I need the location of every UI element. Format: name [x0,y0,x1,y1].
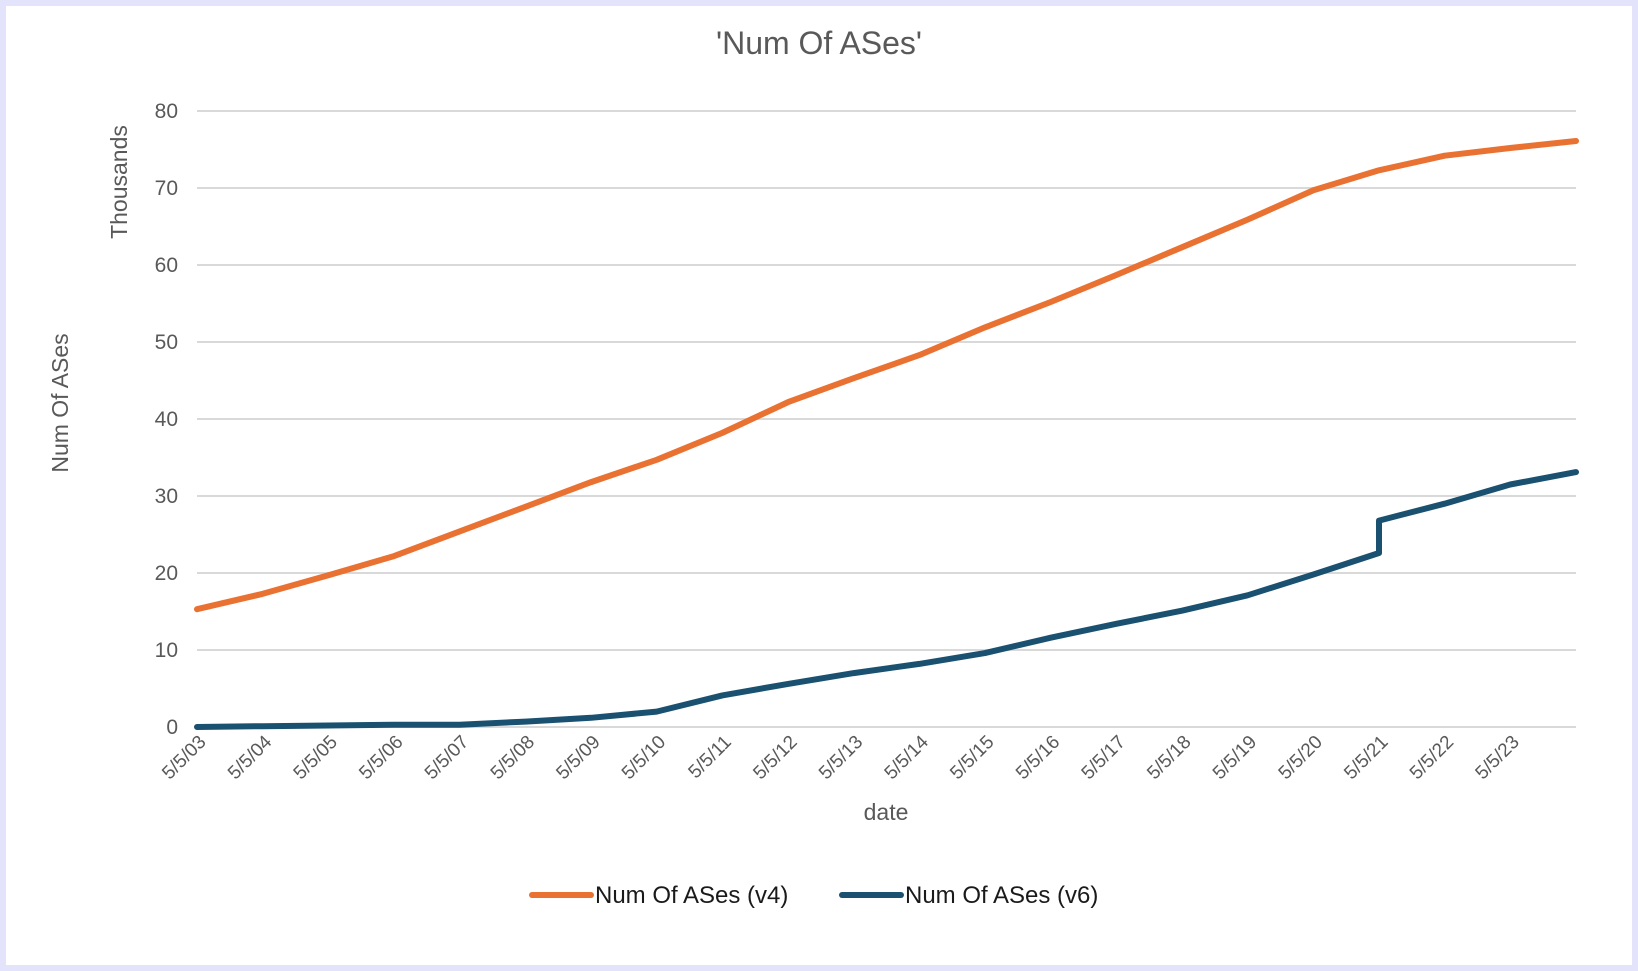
y-tick-label: 20 [155,562,178,585]
y-tick-label: 10 [155,639,178,662]
y-tick-label: 60 [155,254,178,277]
y-axis-units-label: Thousands [106,125,132,239]
chart-card: 'Num Of ASes' 0 10 20 30 40 50 60 70 80 5/5/03 5/… [6,6,1632,965]
x-axis-title: date [864,799,909,825]
legend-label-v6: Num Of ASes (v6) [905,882,1098,909]
legend-label-v4: Num Of ASes (v4) [595,882,788,909]
legend-item-v4: Num Of ASes (v4) [529,882,788,909]
x-tick-label: 5/5/18 [1143,732,1195,784]
x-tick-label: 5/5/16 [1012,732,1064,784]
line-chart: 'Num Of ASes' 0 10 20 30 40 50 60 70 80 5/5/03 5/… [47,25,1579,909]
x-tick-label: 5/5/09 [552,732,604,784]
x-tick-label: 5/5/11 [685,732,736,783]
x-tick-label: 5/5/06 [355,732,407,784]
chart-title: 'Num Of ASes' [716,25,922,61]
y-tick-label: 30 [155,485,178,508]
legend-item-v6: Num Of ASes (v6) [839,882,1098,909]
y-tick-labels: 0 10 20 30 40 50 60 70 80 [155,100,178,739]
x-tick-label: 5/5/14 [881,731,934,784]
series-layer [194,138,1579,730]
x-tick-label: 5/5/13 [815,732,867,784]
x-tick-label: 5/5/08 [487,732,539,784]
x-tick-labels: 5/5/03 5/5/04 5/5/05 5/5/06 5/5/07 5/5/08 5/5/… [158,731,1523,784]
x-tick-label: 5/5/03 [158,732,210,784]
y-tick-label: 0 [166,716,178,739]
x-tick-label: 5/5/22 [1406,732,1458,784]
series-line-v4 [194,138,1579,613]
x-tick-label: 5/5/21 [1340,732,1392,784]
x-tick-label: 5/5/15 [946,732,998,784]
series-line-v6 [194,469,1579,730]
y-tick-label: 70 [155,177,178,200]
legend: Num Of ASes (v4) Num Of ASes (v6) [529,882,1098,909]
x-tick-label: 5/5/07 [421,732,473,784]
x-tick-label: 5/5/04 [224,731,277,784]
x-tick-label: 5/5/05 [290,732,342,784]
x-tick-label: 5/5/20 [1275,732,1327,784]
grid [197,110,1576,728]
y-tick-label: 50 [155,331,178,354]
x-tick-label: 5/5/10 [618,732,670,784]
x-tick-label: 5/5/12 [749,732,801,784]
y-tick-label: 80 [155,100,178,123]
x-tick-label: 5/5/23 [1472,732,1524,784]
y-axis-title: Num Of ASes [47,333,73,472]
x-tick-label: 5/5/17 [1078,732,1130,784]
y-tick-label: 40 [155,408,178,431]
x-tick-label: 5/5/19 [1209,732,1261,784]
